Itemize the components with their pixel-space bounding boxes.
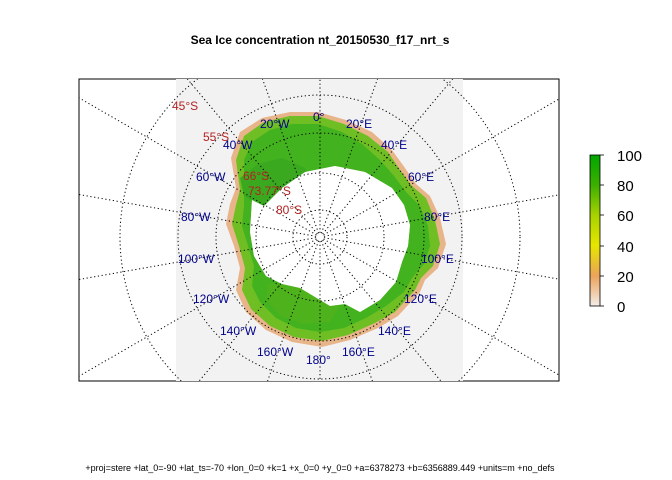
map-title: Sea Ice concentration nt_20150530_f17_nr… — [190, 33, 450, 47]
lat-label-55s: 55°S — [203, 130, 229, 144]
lon-label-100w: 100°W — [178, 252, 215, 266]
colorbar-tick-label: 20 — [617, 269, 634, 286]
lon-label-120e: 120°E — [404, 292, 437, 306]
colorbar-tick-label: 40 — [617, 239, 634, 256]
lon-label-60w: 60°W — [196, 170, 226, 184]
lat-label-73s: 73.77°S — [248, 184, 291, 198]
lon-label-140w: 140°W — [220, 324, 257, 338]
colorbar-tick-label: 0 — [617, 299, 625, 316]
lon-label-40w: 40°W — [223, 138, 253, 152]
lon-label-140e: 140°E — [378, 324, 411, 338]
lon-label-160w: 160°W — [257, 345, 294, 359]
lon-label-0: 0° — [313, 110, 325, 124]
colorbar-ticks — [600, 154, 604, 307]
lon-label-20e: 20°E — [346, 117, 372, 131]
lon-label-160e: 160°E — [342, 345, 375, 359]
lon-label-40e: 40°E — [381, 138, 407, 152]
lon-label-20w: 20°W — [260, 117, 290, 131]
colorbar-tick-label: 80 — [617, 178, 634, 195]
colorbar — [589, 154, 601, 307]
lat-label-80s: 80°S — [276, 203, 302, 217]
lon-label-80e: 80°E — [424, 210, 450, 224]
colorbar-tick-label: 100 — [617, 148, 642, 165]
lat-label-66s: 66°S — [243, 169, 269, 183]
lon-label-180: 180° — [306, 353, 331, 367]
projection-footer: +proj=stere +lat_0=-90 +lat_ts=-70 +lon_… — [85, 463, 555, 473]
lat-label-45s: 45°S — [172, 99, 198, 113]
lon-label-120w: 120°W — [193, 292, 230, 306]
antarctica-continent — [250, 166, 410, 312]
lon-label-60e: 60°E — [408, 170, 434, 184]
lon-label-100e: 100°E — [421, 252, 454, 266]
lon-label-80w: 80°W — [181, 210, 211, 224]
colorbar-tick-label: 60 — [617, 208, 634, 225]
